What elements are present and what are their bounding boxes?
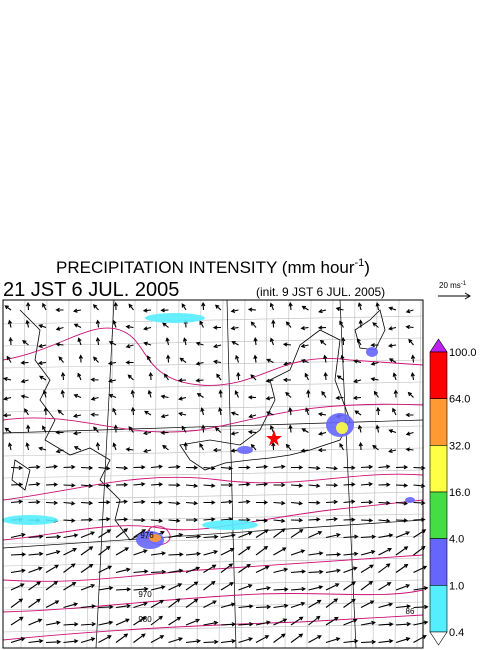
title: PRECIPITATION INTENSITY (mm hour-1) [56, 257, 370, 277]
colorbar-segment [429, 538, 448, 586]
colorbar-label: 4.0 [449, 534, 464, 546]
title-text: PRECIPITATION INTENSITY (mm hour [56, 258, 355, 277]
storm-center [266, 430, 282, 446]
colorbar-segment [429, 585, 448, 633]
colorbar-label: 1.0 [449, 580, 464, 592]
colorbar-under [429, 631, 448, 646]
precipitation-area [149, 534, 161, 542]
isobar [2, 499, 424, 541]
title-superscript: -1 [355, 257, 365, 269]
colorbar: 100.0 64.0 32.0 16.0 4.0 1.0 0.4 [429, 338, 477, 646]
precipitation-area [366, 347, 378, 357]
precipitation-area [145, 313, 205, 323]
isobar [2, 473, 424, 501]
contour-label: 976 [140, 531, 154, 540]
colorbar-segment [429, 445, 448, 493]
contour-label: 86 [406, 607, 415, 616]
lat-lon-grid [2, 299, 424, 649]
reference-vector-superscript: -1 [461, 281, 467, 287]
precipitation-area [202, 520, 258, 530]
isobar [2, 589, 424, 613]
reference-vector-label: 20 ms-1 [439, 281, 467, 290]
precipitation-area [336, 422, 348, 434]
isobar [2, 614, 424, 641]
precipitation-area [237, 446, 253, 454]
colorbar-label: 100.0 [449, 347, 477, 359]
isobar [2, 327, 424, 386]
isobar [2, 554, 424, 582]
isobar [2, 403, 424, 433]
valid-time: 21 JST 6 JUL. 2005 [3, 279, 179, 301]
coastline [11, 309, 386, 541]
precipitation-area [2, 515, 58, 525]
colorbar-segment [429, 398, 448, 446]
reference-vector [438, 292, 471, 300]
reference-arrow-head [464, 292, 471, 300]
contour-label: 970 [138, 590, 152, 599]
precipitation-area [405, 497, 415, 503]
contour-label: 980 [138, 615, 152, 624]
title-closing: ) [364, 258, 370, 277]
init-time: (init. 9 JST 6 JUL. 2005) [256, 285, 385, 299]
colorbar-label: 64.0 [449, 394, 470, 406]
major-grid [2, 299, 424, 649]
colorbar-label: 0.4 [449, 627, 464, 639]
map: 976 970 980 86 [2, 299, 429, 649]
reference-vector-text: 20 ms [439, 281, 461, 290]
colorbar-segment [429, 351, 448, 399]
colorbar-over [429, 338, 448, 353]
wind-vectors [2, 301, 429, 645]
colorbar-segment [429, 491, 448, 539]
colorbar-label: 16.0 [449, 487, 470, 499]
map-frame [2, 299, 424, 649]
colorbar-label: 32.0 [449, 440, 470, 452]
